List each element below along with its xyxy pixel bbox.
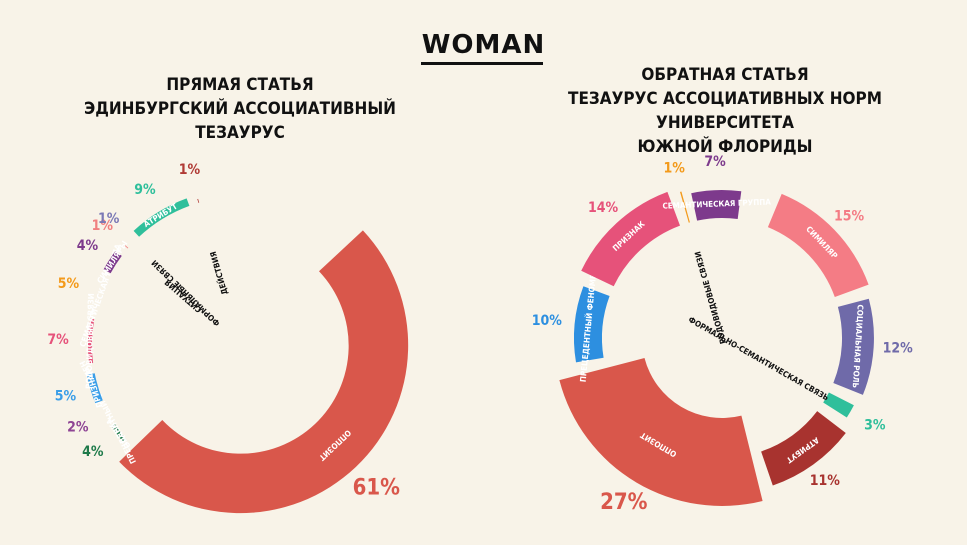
chart1-slice-формальные-связи-percent: 1% <box>98 211 120 227</box>
chart2-slice-оппозит <box>559 358 763 506</box>
chart2-slice-родовидовые-связи <box>680 191 690 223</box>
chart2-slice-симиляр-percent: 15% <box>834 208 865 224</box>
chart1-slice-действия-percent: 1% <box>179 162 201 178</box>
chart1-slice-оппозит-percent: 61% <box>353 476 401 501</box>
right-subtitle-line-2: ТЕЗАУРУС АССОЦИАТИВНЫХ НОРМ УНИВЕРСИТЕТА <box>568 89 882 133</box>
chart1-slice-формальные-связи-label: ФОРМАЛЬНЫЕ СВЯЗИ <box>150 258 222 328</box>
chart1-slice-оценка <box>111 423 127 443</box>
chart1-slice-родовидовые-связи-percent: 7% <box>47 332 69 348</box>
chart1-slice-симиляры-percent: 4% <box>77 238 99 254</box>
chart1-slice-действия <box>197 198 200 203</box>
chart1-slice-симиляры <box>103 251 122 274</box>
left-subtitle-line-1: ПРЯМАЯ СТАТЬЯ <box>166 75 314 95</box>
chart1-slice-прецедентный-феномен-percent: 2% <box>67 420 89 436</box>
chart1-slice-оценка-percent: 4% <box>82 444 104 460</box>
page-title: WOMAN <box>421 30 546 60</box>
chart2-slice-прецедентный-феномен-percent: 10% <box>532 313 563 329</box>
chart2-slice-атрибут <box>761 411 846 486</box>
chart2-slice-признак-percent: 14% <box>588 200 619 216</box>
chart2-slice-оппозит-percent: 27% <box>600 490 648 515</box>
chart2-slice-семантическая-группа-label: СЕМАНТИЧЕСКАЯ ГРУППА <box>662 198 771 211</box>
left-subtitle-line-2: ЭДИНБУРГСКИЙ АССОЦИАТИВНЫЙ ТЕЗАУРУС <box>84 99 396 143</box>
right-subtitle-line-3: ЮЖНОЙ ФЛОРИДЫ <box>637 137 813 157</box>
chart1-slice-ситуация-percent: 1% <box>92 218 114 234</box>
chart2-slice-семантическая-группа <box>691 190 742 221</box>
chart1-slice-оппозит <box>119 230 409 514</box>
chart2-slice-социальная-роль-percent: 12% <box>883 341 914 357</box>
chart2-slice-родовидовые-связи-percent: 1% <box>664 161 686 177</box>
right-chart-subtitle: ОБРАТНАЯ СТАТЬЯ ТЕЗАУРУС АССОЦИАТИВНЫХ Н… <box>505 63 945 159</box>
chart2-slice-прецедентный-феномен <box>573 286 610 363</box>
chart1-slice-родовидовые-связи <box>87 318 95 364</box>
chart2-slice-признак <box>581 191 680 287</box>
chart1-slice-ситуация <box>124 245 129 249</box>
chart1-slice-признак-percent: 5% <box>55 389 77 405</box>
chart1-slice-родовидовые-связи-label: РОДОВИДОВЫЕ СВЯЗИ <box>84 293 96 389</box>
chart2-slice-симиляр <box>767 193 869 297</box>
left-chart-subtitle: ПРЯМАЯ СТАТЬЯ ЭДИНБУРГСКИЙ АССОЦИАТИВНЫЙ… <box>40 73 440 145</box>
chart1-slice-атрибут <box>133 198 190 237</box>
chart1-slice-атрибут-percent: 9% <box>134 182 156 198</box>
chart1-slice-атрибут-label: АТРИБУТ <box>142 202 179 229</box>
chart2-slice-социальная-роль <box>833 298 874 395</box>
chart1-slice-семантическая-группа-percent: 5% <box>58 276 80 292</box>
chart2-slice-формально-семантическая-связь-label: ФОРМАЛЬНО-СЕМАНТИЧЕСКАЯ СВЯЗЬ <box>687 315 830 402</box>
chart2-slice-семантическая-группа-percent: 7% <box>704 154 726 170</box>
chart1-slice-действия-label: ДЕЙСТВИЯ <box>207 250 230 296</box>
title-underline <box>421 62 543 65</box>
chart2-slice-формально-семантическая-связь-percent: 3% <box>864 417 886 433</box>
right-subtitle-line-1: ОБРАТНАЯ СТАТЬЯ <box>641 65 809 85</box>
chart2-slice-формально-семантическая-связь <box>823 392 854 418</box>
chart1-slice-признак <box>86 373 103 404</box>
chart2-slice-атрибут-percent: 11% <box>810 473 841 489</box>
chart1-slice-формальные-связи <box>133 242 134 243</box>
